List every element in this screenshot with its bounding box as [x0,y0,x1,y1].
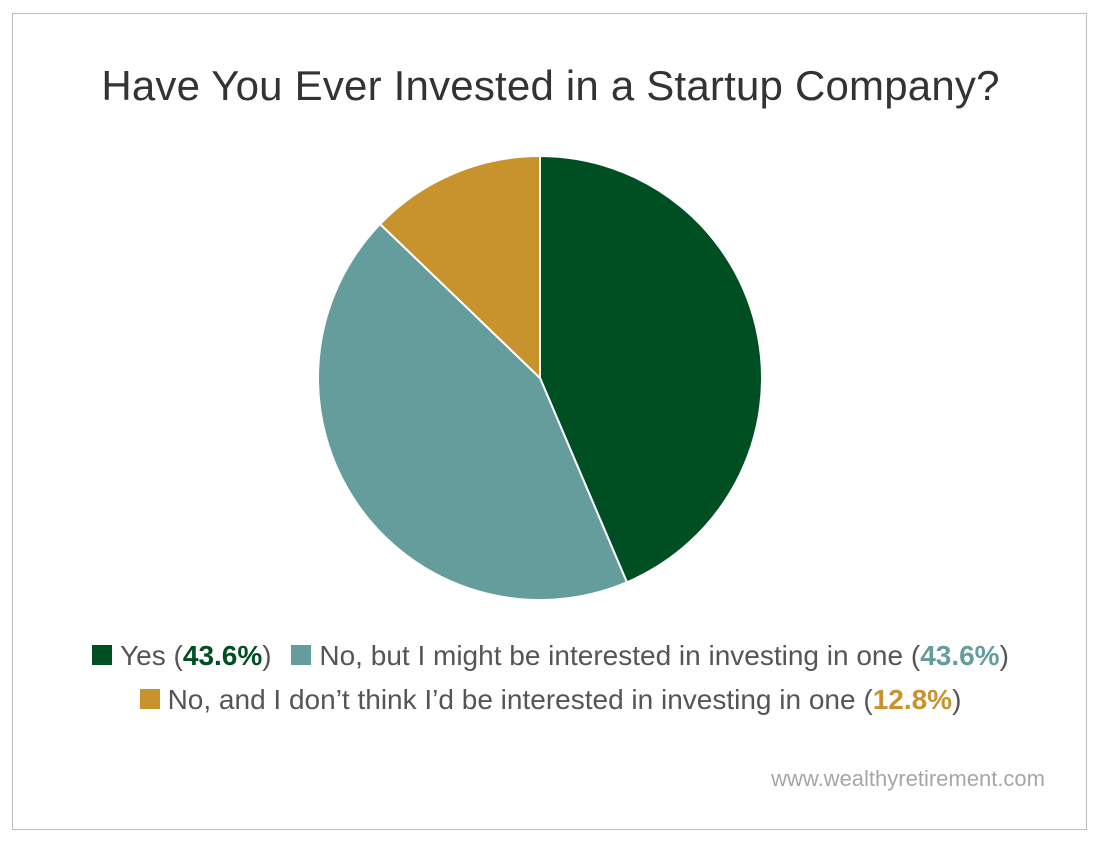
chart-title: Have You Ever Invested in a Startup Comp… [101,62,1000,109]
legend-entry-no-might: No, but I might be interested in investi… [291,640,1009,672]
legend-label-no-not: No, and I don’t think I’d be interested … [167,684,856,715]
legend-label-no-might: No, but I might be interested in investi… [319,640,904,671]
pie-slice-1 [317,223,628,601]
legend-value-no-not: 12.8% [872,684,953,715]
legend-swatch-yes [92,644,113,665]
legend-entry-no-not: No, and I don’t think I’d be interested … [139,684,961,716]
legend-row-2: No, and I don’t think I’d be interested … [0,684,1101,716]
pie-slice-2 [379,155,541,379]
source-url: www.wealthyretirement.com [771,766,1045,791]
legend-label-yes: Yes [120,640,166,671]
legend-swatch-no-might [291,644,312,665]
legend-value-yes: 43.6% [182,640,263,671]
legend-row-1: Yes (43.6%) No, but I might be intereste… [0,640,1101,672]
pie-slice-0 [539,155,763,584]
legend-value-no-might: 43.6% [920,640,1000,671]
legend-swatch-no-not [139,688,160,709]
legend-entry-yes: Yes (43.6%) [92,640,272,672]
